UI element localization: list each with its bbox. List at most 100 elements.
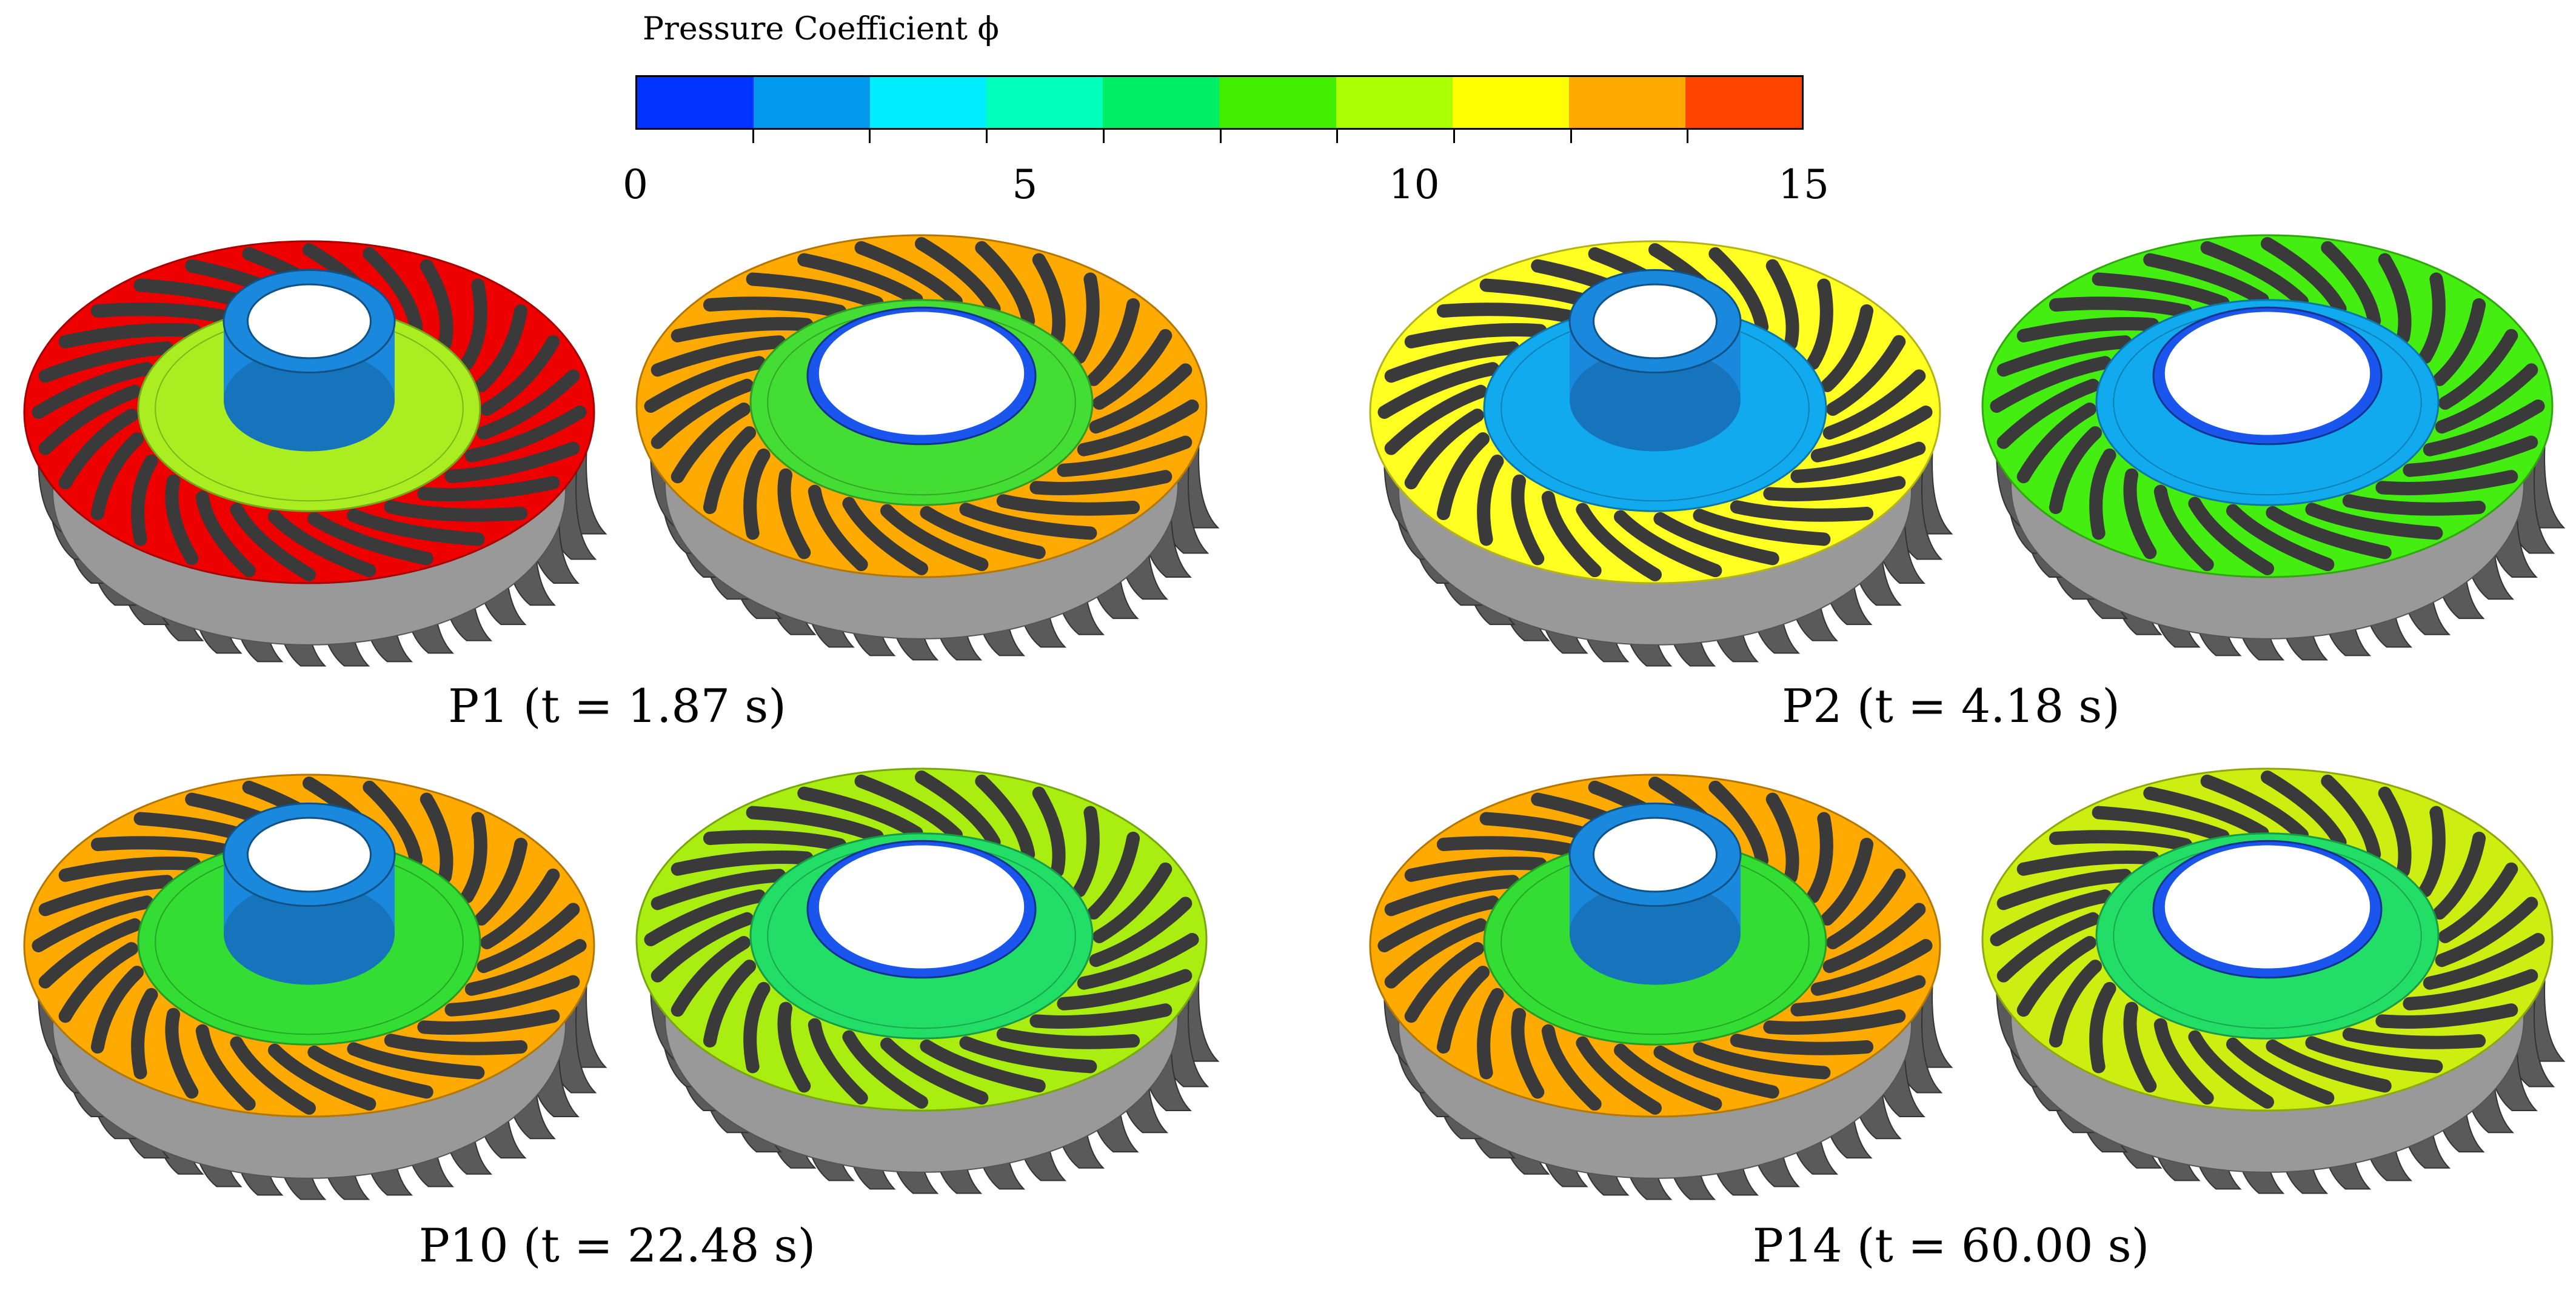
impeller-blade-slot (38, 384, 142, 455)
impeller-blade-slot (2016, 317, 2159, 342)
impeller-hub-base (224, 349, 395, 452)
impeller-blade-slot (417, 1009, 560, 1035)
impeller-blade-slot (743, 981, 771, 1074)
impeller-blade-slot (2375, 1003, 2518, 1029)
impeller-blade-slot (1029, 1003, 1173, 1029)
impeller-blade-slot (1806, 278, 1833, 370)
impeller-blade-slot (1820, 837, 1874, 926)
impeller-blade-slot (2435, 363, 2538, 434)
impeller-blade-slot (1820, 304, 1874, 392)
impeller-blade-slot (195, 490, 256, 578)
impeller-blade-slot (1810, 406, 1933, 463)
impeller-blade-slot (842, 496, 928, 575)
impeller-blade-slot (797, 786, 923, 840)
impeller-blade-slot (165, 1007, 199, 1099)
colorbar-segment (754, 77, 871, 128)
impeller-blade-slot (1404, 409, 1484, 490)
impeller-blade-slot (1653, 1045, 1779, 1099)
impeller-blade-slot (644, 356, 766, 413)
impeller-blade-slot (90, 966, 144, 1054)
impeller-blade-slot (746, 806, 884, 843)
impeller-blade-slot (2261, 770, 2347, 849)
impeller-blade-slot (743, 448, 771, 540)
impeller-blade-slot (2049, 426, 2103, 515)
impeller-blade-slot (703, 960, 757, 1048)
impeller-blade-slot (1693, 509, 1831, 546)
impeller-blade-slot (267, 1043, 376, 1111)
impeller-blade-slot (2432, 298, 2486, 386)
colorbar-segment (1685, 77, 1802, 128)
impeller-blade-slot (2049, 960, 2103, 1048)
impeller-blade-slot (1377, 895, 1500, 952)
impeller-blade-slot (1086, 831, 1140, 920)
impeller-blade-slot (671, 936, 751, 1017)
impeller-blade-slot (1613, 1043, 1722, 1111)
impeller-pair-drawing (23, 767, 1220, 1200)
colorbar-tick-mark (1453, 130, 1455, 143)
colorbar-tick-mark (752, 130, 754, 143)
impeller-blade-slot (2266, 506, 2392, 560)
impeller-blade-slot (474, 304, 528, 392)
impeller-blade-slot (1384, 875, 1520, 917)
result-panel (0, 740, 1230, 1212)
impeller-blade-slot (2403, 435, 2538, 477)
impeller-pair-drawing (1369, 234, 2566, 667)
impeller-blade-slot (307, 1045, 433, 1099)
impeller-blade-slot (703, 426, 757, 515)
impeller-blade-slot (975, 774, 1035, 861)
impeller-blade-slot (1790, 975, 1926, 1017)
impeller-blade-slot (384, 1034, 528, 1055)
impeller-blade-slot (90, 836, 235, 858)
impeller-blade-slot (477, 369, 580, 440)
impeller-blade-slot (644, 889, 766, 946)
impeller-blade-slot (808, 1018, 868, 1105)
impeller-blade-slot (2423, 933, 2545, 990)
impeller-blade-slot (1057, 435, 1193, 477)
impeller-blade-slot (460, 278, 487, 370)
impeller-blade-slot (1032, 253, 1066, 344)
impeller-blade-slot (38, 918, 142, 989)
impeller-blade-slot (1790, 441, 1926, 483)
impeller-blade-slot (1996, 912, 2100, 983)
impeller-blade-slot (2342, 494, 2486, 516)
impeller-hub-opening (1592, 283, 1718, 359)
impeller-blade-slot (1072, 806, 1100, 898)
impeller-blade-slot (2153, 1018, 2214, 1105)
impeller-blade-slot (347, 1042, 485, 1080)
colorbar-tick-mark (986, 130, 988, 143)
impeller-blade-slot (1092, 862, 1173, 943)
impeller-blade-slot (444, 975, 580, 1017)
panel-caption: P14 (t = 60.00 s) (1752, 1218, 2150, 1272)
impeller-blade-slot (2438, 329, 2518, 410)
impeller-blade-slot (2123, 1001, 2157, 1093)
impeller-blade-slot (1032, 786, 1066, 878)
colorbar-tick-mark (1336, 130, 1339, 143)
impeller-eye-opening (818, 312, 1025, 435)
impeller-blade-slot (1404, 857, 1547, 882)
colorbar-segment (1568, 77, 1685, 128)
impeller-blade-slot (915, 770, 1001, 849)
impeller-blade-slot (651, 335, 786, 377)
impeller-blade-slot (1089, 363, 1193, 434)
impeller-blade-slot (165, 474, 199, 566)
impeller-blade-slot (1377, 362, 1500, 419)
impeller-blade-slot (797, 253, 923, 307)
impeller-blade-slot (1541, 490, 1602, 578)
impeller-blade-slot (808, 484, 868, 572)
impeller-blade-slot (480, 868, 560, 949)
impeller-blade-slot (1092, 329, 1173, 410)
impeller-blade-slot (58, 942, 138, 1023)
impeller-blade-slot (131, 987, 158, 1080)
impeller-blade-slot (1511, 1007, 1545, 1099)
impeller-blade-slot (90, 302, 235, 324)
impeller-blade-slot (1708, 247, 1769, 334)
impeller-blade-slot (651, 378, 754, 449)
impeller-blade-slot (420, 792, 453, 884)
impeller-blade-slot (1765, 792, 1799, 884)
result-panel (1346, 206, 2576, 679)
impeller-blade-slot (842, 1030, 928, 1109)
impeller-blade-slot (2418, 272, 2446, 364)
impeller-blade-slot (464, 406, 587, 463)
impeller-blade-slot (2092, 272, 2230, 310)
impeller-blade-slot (2188, 496, 2274, 575)
